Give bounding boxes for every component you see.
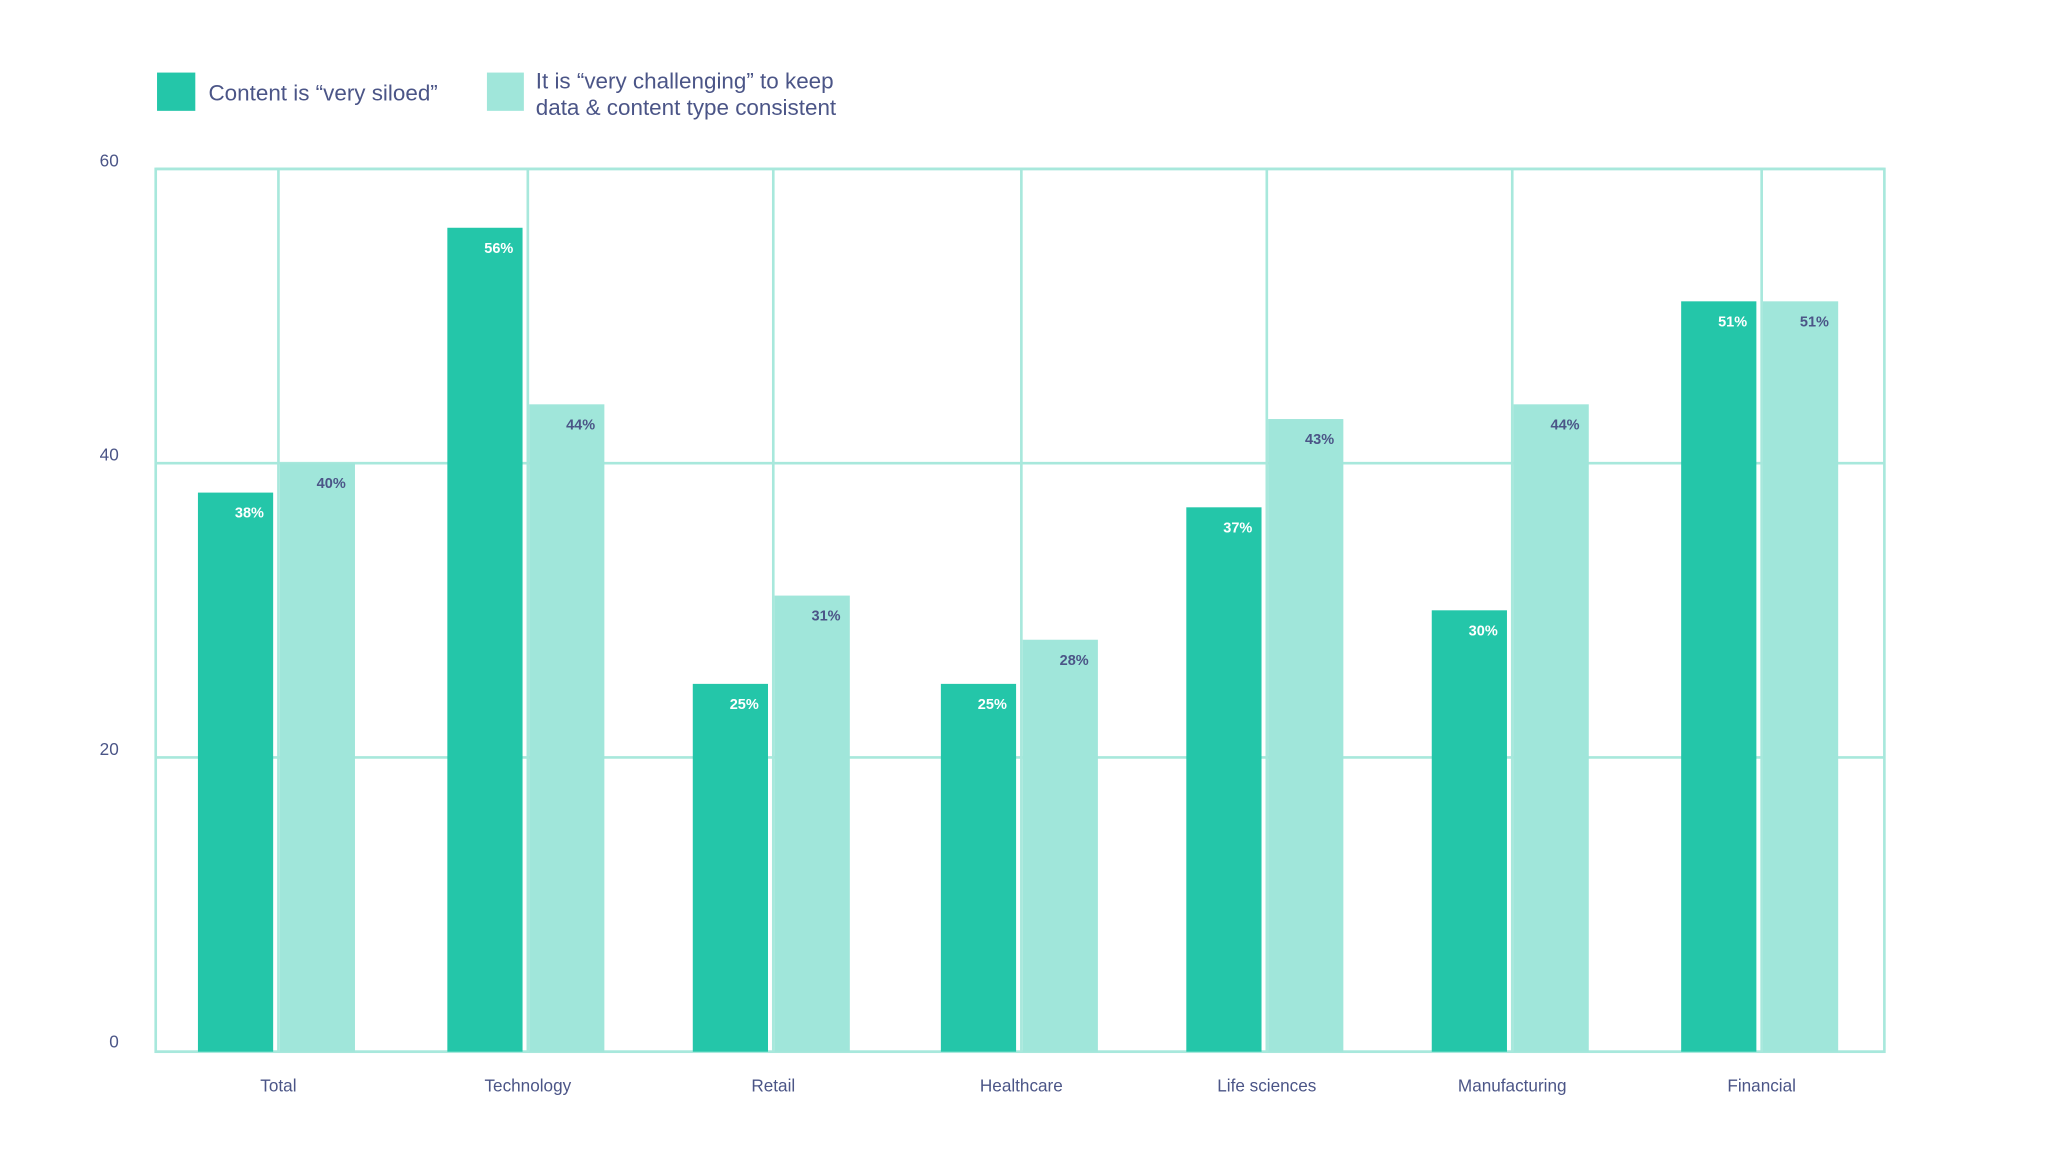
bar-value-label: 25% — [978, 697, 1007, 713]
bar-challenging — [1762, 301, 1839, 1052]
bar-siloed — [940, 683, 1017, 1052]
bar-challenging — [1022, 639, 1098, 1052]
bar-siloed — [1431, 610, 1507, 1052]
bar-value-label: 43% — [1305, 432, 1334, 448]
bar-value-label: 56% — [484, 241, 513, 257]
category-label: Healthcare — [980, 1075, 1063, 1095]
category-label: Total — [260, 1075, 296, 1095]
bar-value-label: 25% — [730, 697, 759, 713]
bar-siloed — [197, 492, 274, 1052]
bar-value-label: 44% — [566, 417, 595, 433]
bars — [197, 227, 1839, 1052]
legend-label-challenging-line1: It is “very challenging” to keep — [536, 68, 834, 93]
legend: Content is “very siloed” It is “very cha… — [157, 68, 837, 120]
bar-siloed — [1681, 301, 1757, 1052]
bar-value-label: 44% — [1551, 417, 1580, 433]
category-label: Retail — [751, 1075, 795, 1095]
bar-challenging — [1268, 419, 1344, 1052]
labels: 0 20 40 60 38% 40% Total 56% 44% Technology 25% 31%… — [100, 150, 1829, 1095]
bar-value-label: 30% — [1469, 623, 1498, 639]
legend-swatch-challenging — [486, 72, 524, 111]
y-tick-label: 40 — [100, 445, 119, 465]
bar-siloed — [447, 227, 523, 1052]
category-label: Manufacturing — [1458, 1075, 1567, 1095]
plot-frame — [154, 167, 1886, 1054]
grid — [154, 167, 1886, 1054]
bar-value-label: 37% — [1223, 520, 1252, 536]
legend-swatch-siloed — [157, 72, 196, 111]
category-label: Technology — [484, 1075, 571, 1095]
bar-siloed — [692, 683, 768, 1052]
y-tick-label: 60 — [100, 150, 119, 170]
bar-challenging — [279, 463, 355, 1052]
y-tick-label: 0 — [109, 1032, 119, 1052]
category-label: Life sciences — [1217, 1075, 1316, 1095]
bar-challenging — [529, 404, 605, 1052]
bar-challenging — [1513, 404, 1589, 1052]
bar-value-label: 40% — [317, 476, 346, 492]
bar-value-label: 28% — [1060, 653, 1089, 669]
legend-label-challenging-line2: data & content type consistent — [536, 95, 837, 120]
category-label: Financial — [1727, 1075, 1796, 1095]
bar-value-label: 38% — [235, 506, 264, 522]
bar-siloed — [1186, 507, 1262, 1052]
bar-value-label: 31% — [812, 609, 841, 625]
bar-value-label: 51% — [1800, 314, 1829, 330]
bar-value-label: 51% — [1718, 314, 1747, 330]
legend-label-siloed: Content is “very siloed” — [208, 80, 437, 105]
y-tick-label: 20 — [100, 739, 119, 759]
bar-challenging — [774, 595, 850, 1052]
